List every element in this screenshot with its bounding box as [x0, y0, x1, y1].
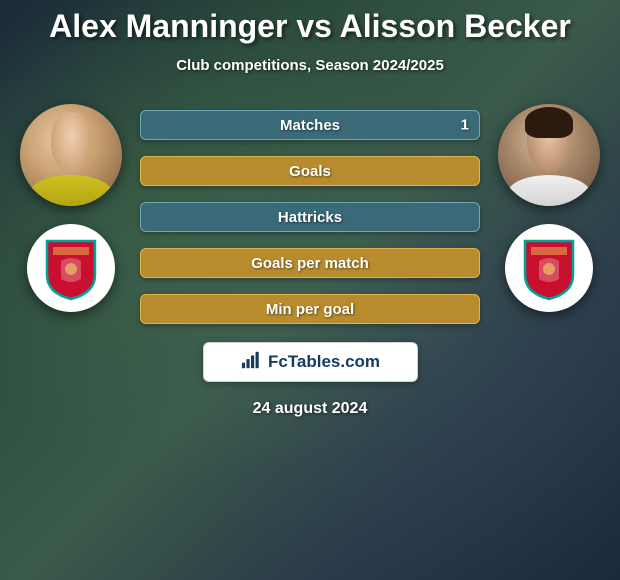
lfc-shield-icon	[43, 235, 99, 301]
lfc-shield-icon	[521, 235, 577, 301]
stat-label: Matches	[280, 117, 340, 134]
brand-box[interactable]: FcTables.com	[203, 342, 418, 382]
stat-label: Hattricks	[278, 209, 342, 226]
stat-right-value: 1	[461, 117, 469, 134]
stat-bar-hattricks: Hattricks	[140, 202, 480, 232]
stat-label: Goals	[289, 163, 331, 180]
subtitle: Club competitions, Season 2024/2025	[176, 57, 444, 74]
stat-bar-goals-per-match: Goals per match	[140, 248, 480, 278]
stat-label: Goals per match	[251, 255, 369, 272]
player-left-column	[20, 104, 122, 312]
player-right-club-badge	[505, 224, 593, 312]
brand-chart-icon	[240, 350, 262, 375]
player-right-avatar	[498, 104, 600, 206]
player-right-column	[498, 104, 600, 312]
stat-bar-min-per-goal: Min per goal	[140, 294, 480, 324]
date-text: 24 august 2024	[253, 400, 368, 418]
comparison-row: Matches 1 Goals Hattricks Goals per match Min…	[0, 104, 620, 324]
brand-text: FcTables.com	[268, 352, 380, 372]
stats-column: Matches 1 Goals Hattricks Goals per match Min…	[140, 104, 480, 324]
player-left-avatar	[20, 104, 122, 206]
player-left-club-badge	[27, 224, 115, 312]
stat-bar-goals: Goals	[140, 156, 480, 186]
stat-label: Min per goal	[266, 301, 354, 318]
stat-bar-matches: Matches 1	[140, 110, 480, 140]
page-title: Alex Manninger vs Alisson Becker	[49, 8, 571, 45]
